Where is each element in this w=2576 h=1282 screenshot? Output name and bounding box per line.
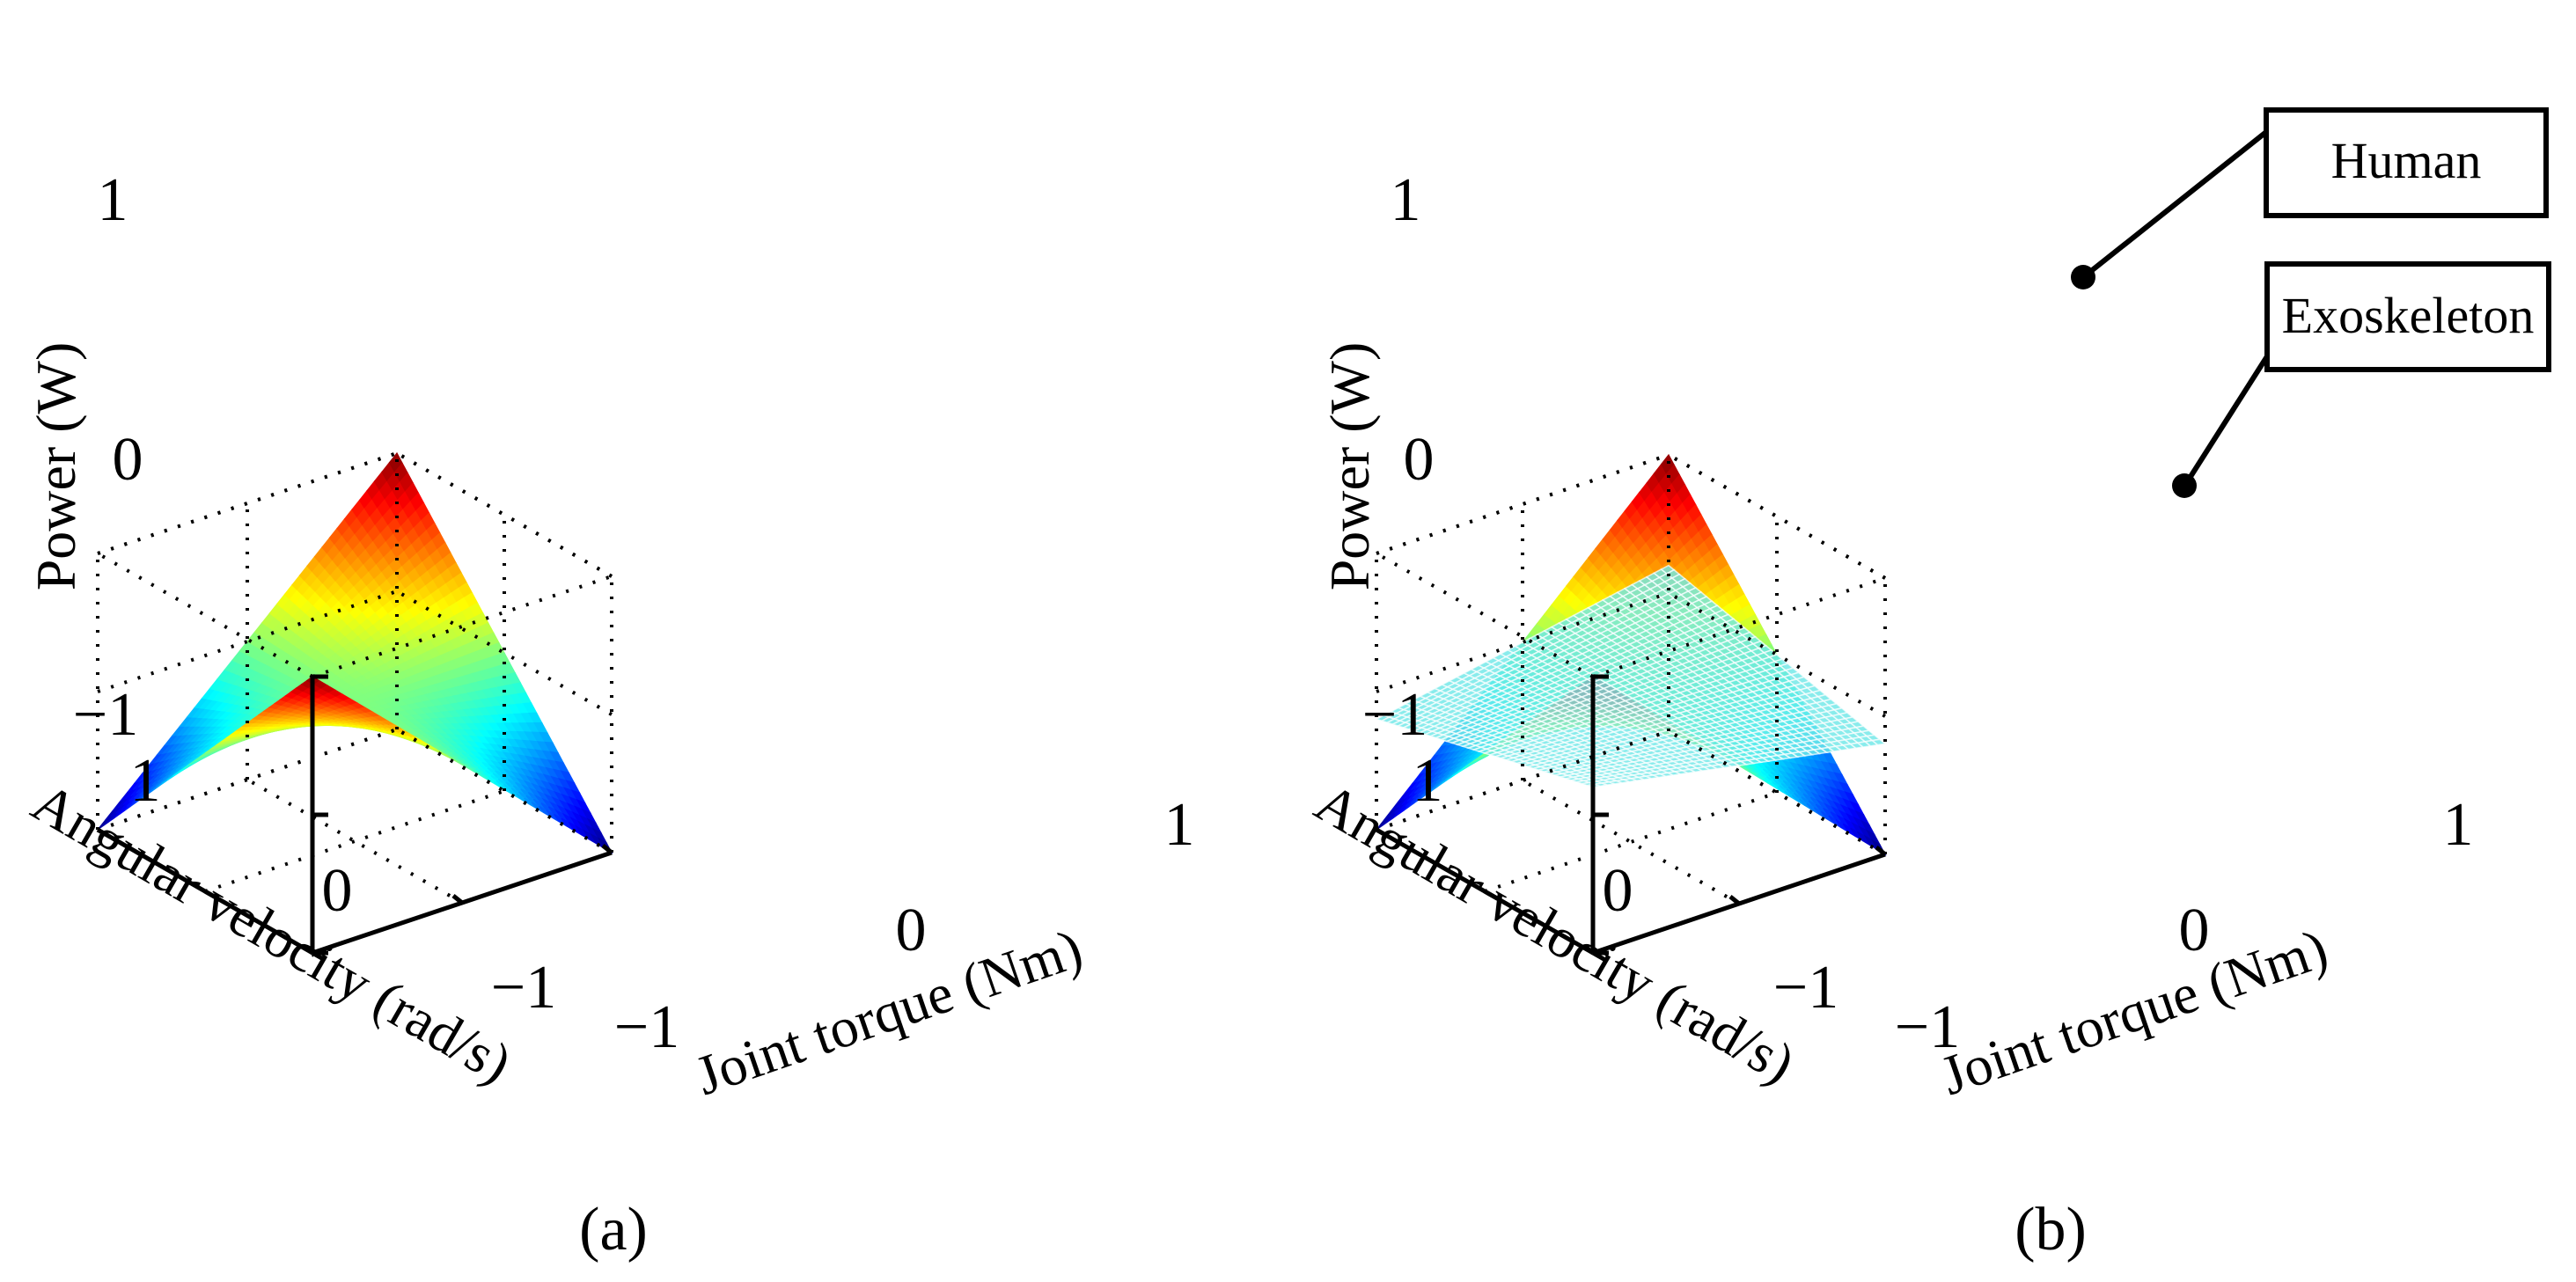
z-tick-bottom: −1 xyxy=(73,681,138,749)
legend-exoskeleton: Exoskeleton xyxy=(2172,261,2551,498)
z-tick-mid: 0 xyxy=(113,426,143,494)
legend-leader xyxy=(2085,129,2268,277)
x-tick-0: 0 xyxy=(896,897,927,964)
y-tick-mark xyxy=(203,889,219,901)
y-tick-0: 0 xyxy=(322,857,353,925)
y-axis-label: Angular velocity (rad/s) xyxy=(22,771,522,1095)
z-axis-label: Power (W) xyxy=(25,342,87,591)
x-tick-mark xyxy=(1875,846,1887,856)
y-tick-mark xyxy=(96,827,112,839)
surface-layer xyxy=(1374,453,1887,856)
legend-marker xyxy=(2172,473,2197,498)
x-tick-mark xyxy=(302,944,314,955)
legend-label: Human xyxy=(2331,132,2482,189)
x-tick-neg1: −1 xyxy=(614,993,679,1061)
y-axis-label: Angular velocity (rad/s) xyxy=(1305,771,1805,1095)
y-tick-neg1: −1 xyxy=(1773,954,1838,1022)
x-axis-label: Joint torque (Nm) xyxy=(687,917,1090,1107)
panel-a: 1 0 −1 Power (W) 1 0 −1 Angular velocity… xyxy=(22,166,1195,1264)
x-tick-mark xyxy=(601,844,613,854)
z-tick-mid: 0 xyxy=(1404,426,1435,494)
z-tick-top: 1 xyxy=(98,166,128,234)
axes-frame xyxy=(96,451,613,963)
z-tick-top: 1 xyxy=(1391,166,1421,234)
surface-layer xyxy=(97,451,613,854)
panel-caption: (a) xyxy=(579,1196,648,1264)
z-tick-bottom: −1 xyxy=(1362,681,1427,749)
y-tick-neg1: −1 xyxy=(491,954,556,1022)
x-tick-1: 1 xyxy=(1164,791,1195,859)
x-tick-1: 1 xyxy=(2443,791,2474,859)
y-tick-0: 0 xyxy=(1603,857,1633,925)
x-tick-mark xyxy=(451,894,464,905)
legend-label: Exoskeleton xyxy=(2282,287,2535,344)
legend-leader xyxy=(2184,355,2270,484)
legend-marker xyxy=(2071,265,2095,289)
y-tick-1: 1 xyxy=(1413,747,1443,815)
y-tick-1: 1 xyxy=(130,747,161,815)
series-power-surface xyxy=(97,451,613,854)
x-axis-label: Joint torque (Nm) xyxy=(1933,917,2335,1107)
x-tick-mark xyxy=(1728,895,1741,905)
floor-gridline xyxy=(204,789,505,893)
panel-b: 1 0 −1 Power (W) 1 0 −1 Angular velocity… xyxy=(1305,107,2551,1264)
z-axis-label: Power (W) xyxy=(1318,342,1381,591)
floor-gridline xyxy=(246,778,463,905)
panel-caption: (b) xyxy=(2015,1196,2087,1264)
y-tick-mark xyxy=(311,950,327,963)
